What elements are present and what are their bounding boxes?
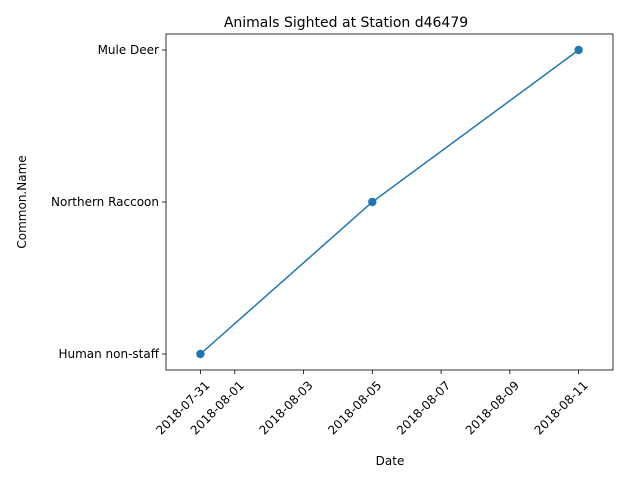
y-tick-label: Mule Deer [98, 43, 159, 57]
x-tick-label: 2018-08-07 [394, 378, 453, 437]
y-tick-label: Northern Raccoon [51, 195, 159, 209]
series-line [199, 49, 580, 355]
data-point [574, 45, 583, 55]
y-tick-label: Human non-staff [58, 347, 159, 361]
x-axis-title: Date [376, 454, 405, 468]
axes-frame [165, 33, 614, 371]
x-tick-label: 2018-08-11 [532, 378, 591, 437]
x-tick-label: 2018-08-03 [256, 378, 315, 437]
data-point [368, 197, 377, 207]
x-tick-label: 2018-08-09 [463, 378, 522, 437]
x-tick-label: 2018-08-05 [325, 378, 384, 437]
y-axis-title: Common.Name [15, 155, 29, 248]
chart-title: Animals Sighted at Station d46479 [224, 15, 468, 31]
data-point [196, 349, 205, 359]
